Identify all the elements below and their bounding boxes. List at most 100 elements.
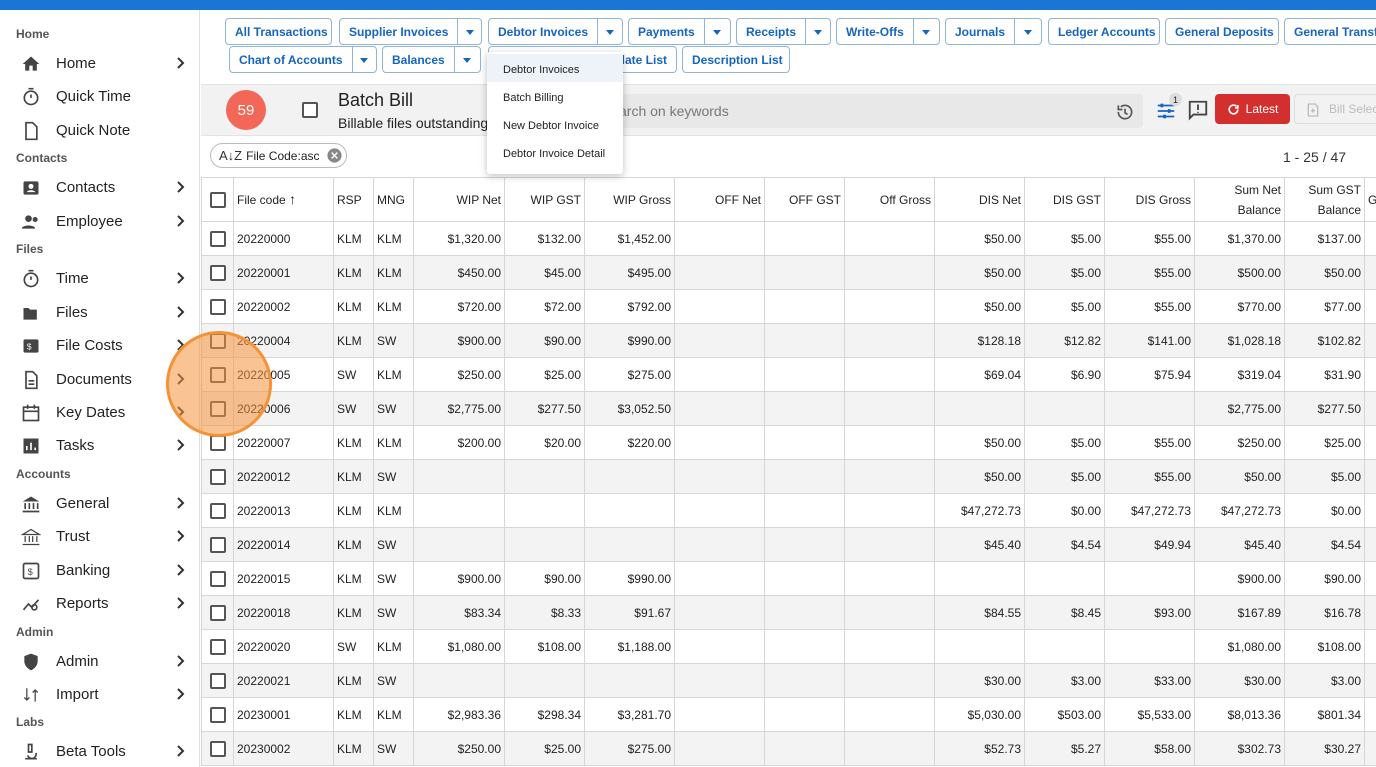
select-all-files-checkbox[interactable] (302, 102, 318, 118)
row-checkbox[interactable] (209, 502, 226, 519)
select-all-rows-checkbox[interactable] (209, 192, 226, 209)
row-checkbox[interactable] (209, 536, 226, 553)
all-transactions-button[interactable]: All Transactions (225, 18, 332, 45)
sidebar-item-quick-note[interactable]: Quick Note (0, 115, 200, 145)
column-file-code[interactable]: File code ↑ (233, 177, 334, 222)
table-cell (764, 697, 845, 732)
row-checkbox[interactable] (209, 570, 226, 587)
payments-button[interactable]: Payments (628, 18, 731, 45)
row-checkbox[interactable] (209, 638, 226, 655)
column-off-net[interactable]: OFF Net (674, 177, 765, 222)
general-transfers-button[interactable]: General Transfe (1284, 18, 1376, 45)
sidebar-item-trust[interactable]: Trust (0, 521, 200, 551)
dropdown-toggle[interactable] (457, 19, 481, 44)
row-checkbox[interactable] (209, 706, 226, 723)
column-dis-gross[interactable]: DIS Gross (1104, 177, 1195, 222)
filter-chip[interactable]: A↓Z File Code:asc (210, 143, 347, 168)
chart-of-accounts-button[interactable]: Chart of Accounts (229, 46, 377, 73)
sidebar-item-admin[interactable]: Admin (0, 646, 200, 676)
menu-item-debtor-invoice-detail[interactable]: Debtor Invoice Detail (503, 148, 606, 160)
column-wip-gross[interactable]: WIP Gross (584, 177, 675, 222)
sidebar-item-contacts[interactable]: Contacts (0, 172, 200, 202)
row-checkbox[interactable] (209, 468, 226, 485)
table-row[interactable]: 20230002 KLM SW $250.00 $25.00 $275.00 $52.73 $… (201, 731, 1376, 766)
sidebar-item-import[interactable]: Import (0, 679, 200, 709)
table-row[interactable]: 20220021 KLM SW $30.00 $3.00 $33.00 $30.00 $3.0… (201, 663, 1376, 698)
general-deposits-button[interactable]: General Deposits (1165, 18, 1279, 45)
table-row[interactable]: 20220014 KLM SW $45.40 $4.54 $49.94 $45.40 $4.5… (201, 527, 1376, 562)
column-off-gross[interactable]: Off Gross (844, 177, 935, 222)
table-row[interactable]: 20220004 KLM SW $900.00 $90.00 $990.00 $128.18… (201, 323, 1376, 358)
bill-selected-button[interactable]: Bill Selec (1294, 94, 1376, 124)
table-header-row: File code ↑ RSP MNG WIP Net WIP GST WIP … (201, 177, 1376, 222)
menu-item-debtor-invoices[interactable]: Debtor Invoices (487, 54, 623, 82)
table-row[interactable]: 20220005SWKLM$250.00$25.00$275.00$69.04$… (201, 357, 1376, 392)
table-row[interactable]: 20220002 KLM KLM $720.00 $72.00 $792.00 $50.00… (201, 289, 1376, 324)
row-checkbox[interactable] (209, 264, 226, 281)
row-checkbox[interactable] (209, 230, 226, 247)
table-row[interactable]: 20220012 KLM SW $50.00 $5.00 $55.00 $50.00 $5.0… (201, 459, 1376, 494)
table-row[interactable]: 20220007 KLM KLM $200.00 $20.00 $220.00 $50.00… (201, 425, 1376, 460)
receipts-button[interactable]: Receipts (736, 18, 831, 45)
table-row[interactable]: 20220000 KLM KLM $1,320.00 $132.00 $1,452.00 $… (201, 221, 1376, 256)
latest-label: Latest (1245, 102, 1279, 116)
column-dis-gst[interactable]: DIS GST (1024, 177, 1105, 222)
dropdown-toggle[interactable] (597, 19, 622, 44)
menu-item-batch-billing[interactable]: Batch Billing (503, 92, 564, 104)
search-input[interactable]: arch on keywords (593, 94, 1143, 128)
dropdown-toggle[interactable] (351, 47, 376, 72)
column-wip-gst[interactable]: WIP GST (504, 177, 585, 222)
column-g[interactable]: G (1364, 177, 1376, 222)
balances-button[interactable]: Balances (382, 46, 481, 73)
sidebar-item-time[interactable]: Time (0, 263, 200, 293)
column-rsp[interactable]: RSP (333, 177, 374, 222)
history-icon[interactable] (1115, 102, 1135, 122)
close-circle-icon[interactable] (326, 147, 343, 164)
write-offs-button[interactable]: Write-Offs (836, 18, 940, 45)
column-mng[interactable]: MNG (373, 177, 414, 222)
dropdown-toggle[interactable] (1014, 19, 1041, 44)
feedback-icon[interactable] (1187, 99, 1209, 121)
sidebar-item-general[interactable]: General (0, 488, 200, 518)
sidebar-item-employee[interactable]: Employee (0, 206, 200, 236)
column-off-gst[interactable]: OFF GST (764, 177, 845, 222)
sidebar-item-beta-tools[interactable]: Beta Tools (0, 736, 200, 766)
sidebar-item-file-costs[interactable]: $ File Costs (0, 330, 200, 360)
dropdown-toggle[interactable] (805, 19, 830, 44)
column-dis-net[interactable]: DIS Net (934, 177, 1025, 222)
filter-settings-icon[interactable] (1155, 100, 1177, 122)
column-sum-gst-balance[interactable]: Sum GST Balance (1284, 177, 1365, 222)
journals-button[interactable]: Journals (945, 18, 1042, 45)
table-row[interactable]: 20220001 KLM KLM $450.00 $45.00 $495.00 $50.00… (201, 255, 1376, 290)
row-checkbox-cell (201, 493, 234, 528)
table-row[interactable]: 20220006SWSW$2,775.00$277.50$3,052.50$2,… (201, 391, 1376, 426)
sidebar-item-tasks[interactable]: Tasks (0, 430, 200, 460)
sidebar-item-home[interactable]: Home (0, 48, 200, 78)
table-row[interactable]: 20220018 KLM SW $83.34 $8.33 $91.67 $84.55 $8.4… (201, 595, 1376, 630)
latest-button[interactable]: Latest (1215, 94, 1290, 124)
sidebar-item-quick-time[interactable]: Quick Time (0, 81, 200, 111)
menu-item-new-debtor-invoice[interactable]: New Debtor Invoice (503, 120, 599, 132)
row-checkbox[interactable] (209, 740, 226, 757)
table-cell (844, 255, 935, 290)
sidebar-item-reports[interactable]: Reports (0, 588, 200, 618)
dropdown-toggle[interactable] (912, 19, 939, 44)
debtor-invoices-button[interactable]: Debtor Invoices (488, 18, 623, 45)
row-checkbox[interactable] (209, 604, 226, 621)
ledger-accounts-button[interactable]: Ledger Accounts (1048, 18, 1160, 45)
sidebar-item-files[interactable]: Files (0, 297, 200, 327)
dropdown-toggle[interactable] (453, 47, 480, 72)
description-list-button[interactable]: Description List (682, 46, 790, 73)
column-sum-net-balance[interactable]: Sum Net Balance (1194, 177, 1285, 222)
sidebar-item-banking[interactable]: $ Banking (0, 555, 200, 585)
table-row[interactable]: 20230001 KLM KLM $2,983.36 $298.34 $3,281.70 $… (201, 697, 1376, 732)
caret-down-icon (606, 29, 615, 35)
table-row[interactable]: 20220013 KLM KLM $47,272.73 $0.00 $47,272.73 $… (201, 493, 1376, 528)
dropdown-toggle[interactable] (703, 19, 730, 44)
column-wip-net[interactable]: WIP Net (413, 177, 505, 222)
row-checkbox[interactable] (209, 298, 226, 315)
row-checkbox[interactable] (209, 672, 226, 689)
table-row[interactable]: 20220015 KLM SW $900.00 $90.00 $990.00 $900.00… (201, 561, 1376, 596)
supplier-invoices-button[interactable]: Supplier Invoices (339, 18, 482, 45)
table-row[interactable]: 20220020 SW KLM $1,080.00 $108.00 $1,188.00 $1… (201, 629, 1376, 664)
